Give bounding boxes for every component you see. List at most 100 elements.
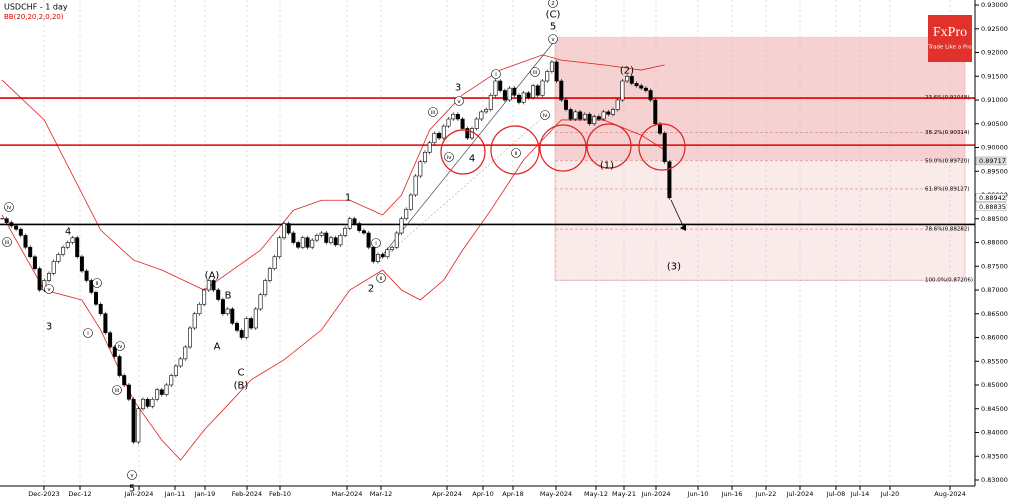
x-tick-label: May-12 [584, 490, 608, 498]
candle [469, 128, 474, 139]
highlight-circle [440, 129, 486, 175]
wave-label: iv [118, 344, 124, 350]
y-tick-label: 0.93000 [981, 1, 1008, 9]
price-tag-label: 0.88942 [979, 194, 1006, 202]
candle [568, 109, 573, 120]
candle [578, 111, 583, 120]
chart-title: USDCHF - 1 day [4, 3, 68, 12]
wave-label-circle [530, 67, 540, 77]
x-tick-label: Dec-2023 [28, 490, 59, 498]
candle [206, 280, 211, 291]
wave-label: ii [379, 276, 383, 282]
candle [70, 237, 75, 243]
candle [352, 218, 357, 224]
candle [117, 356, 122, 376]
wave-label: 5 [550, 22, 556, 33]
wave-label: i [495, 72, 497, 78]
trend-line [376, 42, 554, 263]
wave-label: iii [5, 240, 10, 246]
candle [333, 237, 338, 246]
candle [98, 303, 103, 315]
candle [507, 87, 512, 101]
y-tick-label: 0.86500 [981, 310, 1008, 318]
x-tick-label: Mar-12 [370, 490, 392, 498]
wave-label: 3 [455, 83, 461, 94]
candle [89, 280, 94, 293]
highlight-circle [638, 123, 686, 171]
candle [42, 280, 47, 291]
wave-label: 4 [469, 154, 475, 165]
candle [432, 132, 437, 144]
wave-label-circle [92, 278, 102, 288]
x-tick-label: Apr-10 [472, 490, 493, 498]
candle [173, 365, 178, 376]
candle [23, 235, 28, 248]
candle [75, 237, 80, 258]
candle [498, 80, 503, 91]
candle [103, 313, 108, 334]
candle [319, 232, 324, 236]
candle [46, 273, 51, 281]
candle [606, 111, 611, 115]
x-tick-label: May-2024 [540, 490, 572, 498]
fib-label: 61.8%(0.89127) [925, 186, 970, 192]
wave-label: iii [115, 388, 120, 394]
candle [159, 389, 164, 395]
y-tick-label: 0.92500 [981, 25, 1008, 33]
wave-label: ii [95, 281, 99, 287]
wave-label: iii [533, 70, 538, 76]
candle [314, 235, 319, 241]
candle [253, 308, 258, 329]
candle [625, 75, 630, 82]
y-tick-label: 0.84500 [981, 405, 1008, 413]
wave-label: iv [447, 155, 453, 161]
candle [610, 109, 615, 115]
candle [592, 116, 597, 125]
candle [465, 128, 470, 139]
fib-label: 78.6%(0.88282) [925, 227, 970, 233]
candle [65, 242, 70, 248]
candle [112, 346, 117, 357]
candle [347, 218, 352, 229]
candle [28, 246, 33, 258]
fib-label: 38.2%(0.90314) [925, 130, 970, 136]
candle [563, 99, 568, 110]
wave-label: (C) [546, 10, 561, 21]
x-tick-label: Apr-2024 [432, 490, 462, 498]
candle [441, 125, 446, 139]
candle [122, 375, 127, 386]
highlight-circle [490, 125, 540, 175]
wave-label: B [225, 291, 232, 302]
price-tag-label: 0.88835 [979, 203, 1006, 211]
wave-label: v [457, 99, 461, 105]
candle [437, 132, 442, 139]
wave-label: (1) [600, 161, 614, 172]
y-tick-label: 0.90500 [981, 120, 1008, 128]
candle [653, 99, 658, 125]
candle [324, 232, 329, 243]
candle [380, 254, 385, 258]
price-tag [975, 202, 1007, 212]
candle [629, 75, 634, 84]
x-tick-label: Apr-18 [502, 490, 523, 498]
candle [422, 151, 427, 163]
price-tag-label: 0.89717 [979, 157, 1006, 165]
candle [535, 85, 540, 96]
indicator-label: BB(20,20,2,0,20) [4, 13, 64, 21]
wave-label-circle [548, 34, 558, 44]
candle [639, 85, 644, 89]
highlight-circle [586, 123, 632, 169]
price-tag [975, 193, 1007, 203]
wave-label: A [214, 342, 221, 353]
candle [474, 118, 479, 129]
candle [108, 332, 113, 348]
candle [192, 313, 197, 329]
x-tick-label: Jul-20 [880, 490, 899, 498]
arrow [670, 199, 685, 229]
candle [427, 142, 432, 153]
candle [667, 161, 672, 199]
wave-label-circle [2, 237, 12, 247]
wave-label: 2 [551, 1, 555, 7]
candle [14, 225, 19, 230]
candle [277, 237, 282, 258]
